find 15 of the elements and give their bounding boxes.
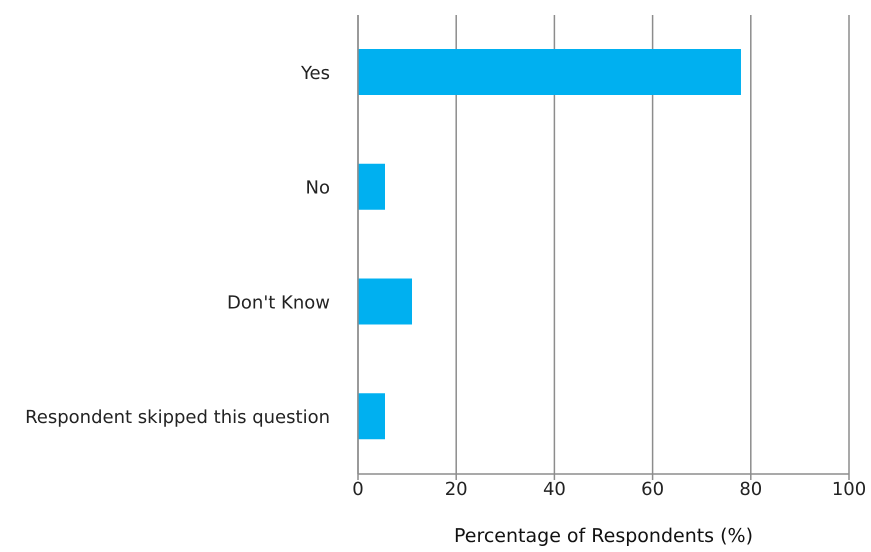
bar — [358, 393, 386, 440]
bar — [358, 49, 741, 95]
y-tick-label: Don't Know — [227, 292, 330, 314]
x-tick-label: 0 — [352, 478, 364, 500]
y-tick-label: Respondent skipped this question — [25, 407, 330, 428]
x-tick-label: 80 — [739, 478, 762, 500]
x-tick-label: 40 — [542, 478, 566, 500]
bar — [358, 164, 386, 210]
y-tick-label: Yes — [300, 62, 330, 84]
y-tick-label: No — [306, 178, 330, 199]
x-tick-label: 100 — [832, 478, 866, 500]
x-tick-label: 20 — [444, 478, 468, 500]
bar — [358, 278, 412, 324]
x-axis-title: Percentage of Respondents (%) — [454, 525, 753, 547]
x-tick-label: 60 — [641, 478, 664, 500]
